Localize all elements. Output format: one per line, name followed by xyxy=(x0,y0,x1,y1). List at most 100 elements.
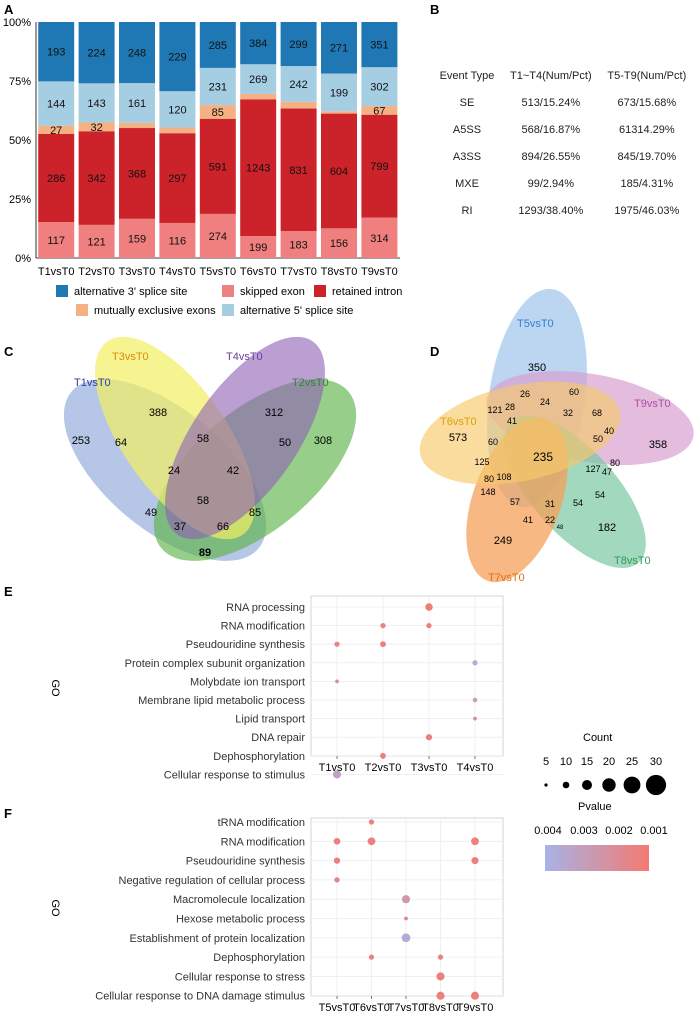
bar-segment-mxe xyxy=(78,122,115,132)
go-dot xyxy=(380,752,386,759)
go-dot xyxy=(473,716,477,721)
go-dot xyxy=(437,954,444,960)
go-term-label: Hexose metabolic process xyxy=(176,914,306,926)
bar-segment-retained xyxy=(240,99,277,237)
go-dot xyxy=(368,954,375,960)
go-term-label: Establishment of protein localization xyxy=(130,933,305,945)
table-header-cell: T5-T9(Num/Pct) xyxy=(607,69,687,82)
bar-value-label: 242 xyxy=(289,79,307,91)
bar-segment-retained xyxy=(159,133,196,223)
bar-value-label: 32 xyxy=(90,122,102,134)
go-term-label: Membrane lipid metabolic process xyxy=(138,695,305,707)
go-dot xyxy=(367,837,376,846)
legend-a: alternative 3' splice site skipped exon … xyxy=(56,285,402,317)
venn-ellipse-t6 xyxy=(419,381,621,485)
venn-region: 42 xyxy=(227,465,239,477)
bar-value-label: 67 xyxy=(373,105,385,117)
panel-label-a: A xyxy=(4,2,14,17)
go-dot xyxy=(472,697,478,703)
venn-set-label-t4: T4vsT0 xyxy=(226,351,263,363)
go-dot xyxy=(425,603,433,611)
bar-segment-alt5 xyxy=(78,83,115,123)
venn-region: 41 xyxy=(523,515,533,525)
venn-region-labels: 350 358 182 249 573 60 26 24 68 40 121 2… xyxy=(449,362,667,547)
panel-label-f: F xyxy=(4,806,12,821)
bar-value-label: 342 xyxy=(87,173,105,185)
go-term-label: Cellular response to stimulus xyxy=(164,769,306,781)
table-header-row: Event Type T1~T4(Num/Pct) T5-T9(Num/Pct) xyxy=(432,62,694,89)
bar-value-label: 121 xyxy=(87,236,105,248)
table-cell: A3SS xyxy=(452,150,482,163)
legend-ef: Count 5 10 15 20 25 30 Pvalue 0.004 0.003 0.0… xyxy=(534,732,668,871)
bar-segment-alt5 xyxy=(159,91,196,128)
venn-region: 48 xyxy=(557,525,564,531)
x-tick-label: T6vsT0 xyxy=(353,1002,390,1014)
x-tick-label: T8vsT0 xyxy=(321,266,358,278)
venn-region: 182 xyxy=(598,522,616,534)
x-tick-label: T3vsT0 xyxy=(411,762,448,774)
bar-segment-retained xyxy=(78,131,115,225)
venn-region: 40 xyxy=(604,426,614,436)
go-dot xyxy=(436,991,445,1000)
count-legend-title: Count xyxy=(583,732,612,744)
venn-region: 37 xyxy=(174,521,186,533)
y-tick-label: 100% xyxy=(3,17,31,29)
venn-region: 57 xyxy=(510,497,520,507)
go-term-label: Macromolecule localization xyxy=(173,894,305,906)
bar-segment-retained xyxy=(280,108,317,232)
x-tick-label: T2vsT0 xyxy=(78,266,115,278)
venn-region: 28 xyxy=(505,402,515,412)
y-axis-title: GO xyxy=(49,899,61,917)
table-cell: 61314.29% xyxy=(618,123,675,136)
go-term-label: tRNA modification xyxy=(218,817,305,829)
venn-region: 47 xyxy=(602,467,612,477)
venn-region: 80 xyxy=(610,458,620,468)
venn-set-label-t3: T3vsT0 xyxy=(112,351,149,363)
count-legend-dot xyxy=(562,781,570,789)
bar-segment-skipped xyxy=(119,218,155,258)
event-type-table: Event Type T1~T4(Num/Pct) T5-T9(Num/Pct)… xyxy=(432,62,694,224)
table-cell: 845/19.70% xyxy=(617,150,677,163)
bar-value-label: 143 xyxy=(87,98,105,110)
x-tick-label: T2vsT0 xyxy=(365,762,402,774)
bar-value-label: 274 xyxy=(209,231,227,243)
bar-segment-alt5 xyxy=(240,64,277,94)
bar-value-label: 231 xyxy=(209,81,227,93)
count-legend-dot xyxy=(582,780,592,790)
table-cell: SE xyxy=(459,96,475,109)
go-dot xyxy=(470,991,480,1000)
bar-segment-retained xyxy=(119,128,155,219)
bar-value-label: 183 xyxy=(289,240,307,252)
go-term-label: Dephosphorylation xyxy=(213,751,305,763)
venn-region: 50 xyxy=(279,437,291,449)
bar-group: 117 286 27 144 193 121 342 32 143 224 159 368 161 248… xyxy=(38,22,398,258)
venn-region: 54 xyxy=(573,498,583,508)
venn-set-label-t7: T7vsT0 xyxy=(488,572,525,584)
count-legend-label: 5 xyxy=(543,756,549,768)
count-legend-label: 20 xyxy=(603,756,615,768)
table-row: RI 1293/38.40% 1975/46.03% xyxy=(432,197,694,224)
count-legend-label: 10 xyxy=(560,756,572,768)
go-dot xyxy=(472,660,478,666)
go-dot xyxy=(368,819,375,825)
table-cell: 568/16.87% xyxy=(521,123,581,136)
x-tick-label: T3vsT0 xyxy=(119,266,156,278)
bar-value-label: 302 xyxy=(370,82,388,94)
bar-segment-alt5 xyxy=(119,83,155,123)
bar-segment-mxe xyxy=(38,125,75,134)
bar-segment-retained xyxy=(38,134,75,222)
go-dot xyxy=(426,622,432,629)
count-legend-label: 30 xyxy=(650,756,662,768)
bar-value-label: 368 xyxy=(128,168,146,180)
venn-region: 249 xyxy=(494,535,512,547)
venn-region: 85 xyxy=(249,507,261,519)
table-row: A3SS 894/26.55% 845/19.70% xyxy=(432,143,694,170)
bar-segment-mxe xyxy=(321,111,357,114)
go-dot xyxy=(380,622,386,629)
bar-value-label: 269 xyxy=(249,74,267,86)
dot-group xyxy=(333,819,480,1000)
go-term-label: Lipid transport xyxy=(235,714,305,726)
go-dot xyxy=(471,837,479,846)
go-term-label: Molybdate ion transport xyxy=(190,676,305,688)
table-header-cell: T1~T4(Num/Pct) xyxy=(510,69,592,82)
